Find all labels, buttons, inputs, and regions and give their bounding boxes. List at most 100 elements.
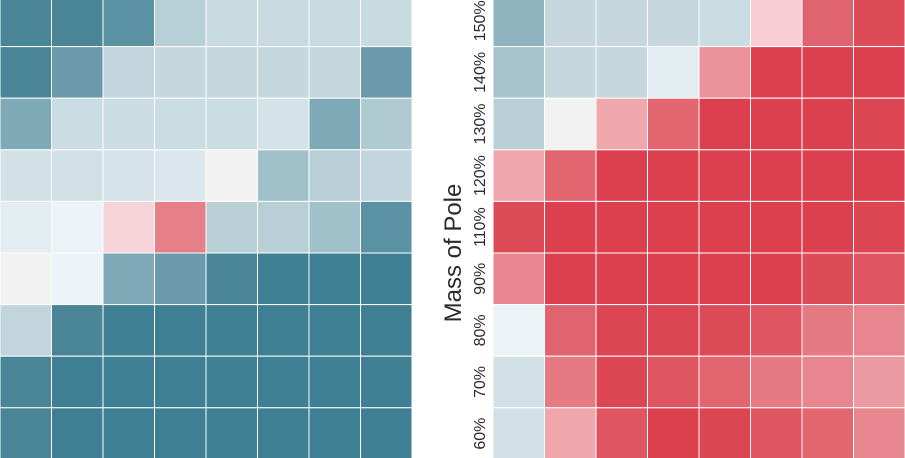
y-tick-label: 150% [472, 0, 489, 41]
left-heatmap-cell-r2-c6 [308, 97, 361, 151]
left-heatmap-cell-r0-c6 [308, 0, 361, 48]
right-heatmap-cell-r0-c4 [698, 0, 751, 48]
left-heatmap-cell-r3-c6 [308, 149, 361, 202]
left-heatmap-cell-r1-c5 [257, 46, 310, 99]
left-heatmap-cell-r2-c0 [0, 97, 52, 151]
left-heatmap-cell-r0-c5 [257, 0, 310, 48]
right-heatmap [492, 0, 905, 458]
right-heatmap-cell-r1-c6 [801, 46, 854, 99]
right-heatmap-cell-r5-c7 [853, 252, 905, 306]
right-heatmap-cell-r2-c6 [801, 97, 854, 151]
left-heatmap-cell-r8-c7 [360, 407, 413, 458]
left-heatmap-cell-r3-c1 [51, 149, 104, 202]
right-heatmap-cell-r6-c0 [492, 304, 545, 357]
right-heatmap-cell-r3-c6 [801, 149, 854, 202]
left-heatmap-cell-r0-c3 [154, 0, 207, 48]
right-heatmap-cell-r7-c3 [647, 355, 700, 409]
left-heatmap-cell-r4-c6 [308, 200, 361, 254]
left-heatmap-cell-r7-c0 [0, 355, 52, 409]
right-heatmap-cell-r1-c5 [750, 46, 803, 99]
y-tick-label: 80% [472, 314, 489, 346]
right-heatmap-cell-r1-c2 [595, 46, 648, 99]
left-heatmap-cell-r4-c4 [205, 200, 258, 254]
right-heatmap-cell-r1-c4 [698, 46, 751, 99]
left-heatmap-cell-r5-c3 [154, 252, 207, 306]
right-heatmap-cell-r2-c7 [853, 97, 905, 151]
right-heatmap-cell-r7-c4 [698, 355, 751, 409]
right-heatmap-cell-r6-c2 [595, 304, 648, 357]
left-heatmap-cell-r6-c0 [0, 304, 52, 357]
left-heatmap-cell-r0-c1 [51, 0, 104, 48]
right-heatmap-cell-r2-c3 [647, 97, 700, 151]
right-heatmap-cell-r6-c5 [750, 304, 803, 357]
right-heatmap-cell-r7-c7 [853, 355, 905, 409]
left-heatmap-cell-r7-c2 [102, 355, 155, 409]
right-heatmap-cell-r0-c2 [595, 0, 648, 48]
right-heatmap-y-ticks: 150% 140% 130% 120% 110% 90% 80% 70% 60% [472, 0, 489, 449]
left-heatmap-cell-r3-c3 [154, 149, 207, 202]
right-heatmap-cell-r0-c6 [801, 0, 854, 48]
right-heatmap-cell-r0-c5 [750, 0, 803, 48]
right-heatmap-cell-r2-c1 [544, 97, 597, 151]
left-heatmap-cell-r1-c0 [0, 46, 52, 99]
right-heatmap-cell-r0-c0 [492, 0, 545, 48]
left-heatmap-cell-r1-c7 [360, 46, 413, 99]
right-heatmap-cell-r5-c6 [801, 252, 854, 306]
right-heatmap-cell-r3-c7 [853, 149, 905, 202]
left-heatmap-cell-r4-c7 [360, 200, 413, 254]
left-heatmap-cell-r5-c5 [257, 252, 310, 306]
left-heatmap-cell-r2-c5 [257, 97, 310, 151]
left-heatmap-cell-r1-c6 [308, 46, 361, 99]
right-heatmap-cell-r5-c1 [544, 252, 597, 306]
right-heatmap-cell-r8-c7 [853, 407, 905, 458]
left-heatmap-cell-r1-c3 [154, 46, 207, 99]
right-heatmap-cell-r0-c3 [647, 0, 700, 48]
left-heatmap-cell-r6-c6 [308, 304, 361, 357]
y-tick-label: 70% [472, 366, 489, 398]
left-heatmap-cell-r3-c5 [257, 149, 310, 202]
right-heatmap-cell-r1-c0 [492, 46, 545, 99]
left-heatmap-cell-r5-c0 [0, 252, 52, 306]
left-heatmap-cell-r0-c0 [0, 0, 52, 48]
y-tick-label: 110% [472, 207, 489, 247]
right-heatmap-cell-r8-c2 [595, 407, 648, 458]
left-heatmap-cell-r8-c0 [0, 407, 52, 458]
left-heatmap-cell-r5-c7 [360, 252, 413, 306]
right-heatmap-cell-r1-c1 [544, 46, 597, 99]
left-heatmap-cell-r7-c6 [308, 355, 361, 409]
left-heatmap-cell-r8-c6 [308, 407, 361, 458]
left-heatmap-cell-r2-c2 [102, 97, 155, 151]
left-heatmap-cell-r1-c2 [102, 46, 155, 99]
right-heatmap-cell-r2-c2 [595, 97, 648, 151]
left-heatmap-cell-r6-c3 [154, 304, 207, 357]
right-heatmap-cell-r8-c6 [801, 407, 854, 458]
left-heatmap-cell-r8-c1 [51, 407, 104, 458]
left-heatmap-cell-r3-c7 [360, 149, 413, 202]
right-heatmap-cell-r3-c4 [698, 149, 751, 202]
left-heatmap-cell-r2-c3 [154, 97, 207, 151]
right-heatmap-cell-r2-c0 [492, 97, 545, 151]
right-heatmap-cell-r6-c7 [853, 304, 905, 357]
right-heatmap-cell-r4-c1 [544, 200, 597, 254]
left-heatmap-cell-r4-c5 [257, 200, 310, 254]
left-heatmap-cell-r3-c4 [205, 149, 258, 202]
right-heatmap-cell-r4-c6 [801, 200, 854, 254]
right-heatmap-cell-r5-c2 [595, 252, 648, 306]
left-heatmap-cell-r6-c4 [205, 304, 258, 357]
right-heatmap-cell-r8-c3 [647, 407, 700, 458]
right-heatmap-cell-r6-c1 [544, 304, 597, 357]
right-heatmap-cell-r6-c4 [698, 304, 751, 357]
y-axis-label: Mass of Pole [440, 184, 467, 323]
right-heatmap-cell-r4-c4 [698, 200, 751, 254]
left-heatmap-cell-r7-c7 [360, 355, 413, 409]
left-heatmap-cell-r3-c2 [102, 149, 155, 202]
y-tick-label: 120% [472, 155, 489, 196]
right-heatmap-cell-r8-c5 [750, 407, 803, 458]
left-heatmap-cell-r2-c1 [51, 97, 104, 151]
left-heatmap-cell-r1-c4 [205, 46, 258, 99]
left-heatmap-cell-r0-c4 [205, 0, 258, 48]
left-heatmap-cell-r5-c6 [308, 252, 361, 306]
right-heatmap-cell-r3-c3 [647, 149, 700, 202]
y-tick-label: 90% [472, 263, 489, 295]
right-heatmap-cell-r6-c6 [801, 304, 854, 357]
